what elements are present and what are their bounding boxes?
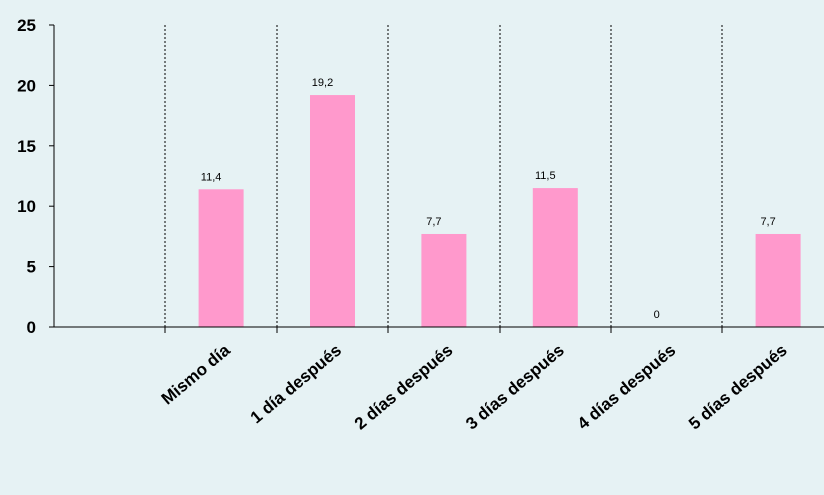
data-label: 11,4 bbox=[201, 171, 222, 183]
bar bbox=[532, 188, 578, 327]
x-tick-label: 4 días después bbox=[574, 341, 680, 434]
x-tick-label: Mismo día bbox=[158, 340, 234, 408]
bar bbox=[421, 233, 467, 327]
x-tick-label: 5 días después bbox=[685, 341, 791, 434]
x-tick-label: 3 días después bbox=[462, 341, 568, 434]
y-tick-label: 10 bbox=[17, 197, 36, 216]
bar bbox=[755, 233, 801, 327]
x-tick-label: 1 día después bbox=[247, 341, 345, 428]
bar bbox=[198, 189, 244, 327]
y-tick-label: 20 bbox=[17, 76, 36, 95]
y-tick-label: 5 bbox=[27, 258, 36, 277]
y-tick-labels: 0 5 10 15 20 25 bbox=[17, 16, 36, 337]
data-label: 7,7 bbox=[760, 216, 775, 228]
y-tick-label: 15 bbox=[17, 137, 36, 156]
data-label: 19,2 bbox=[312, 77, 333, 89]
data-labels: 11,4 19,2 7,7 11,5 0 7,7 bbox=[201, 77, 776, 321]
y-tick-label: 25 bbox=[17, 16, 36, 35]
data-label: 11,5 bbox=[535, 170, 556, 182]
y-tick-label: 0 bbox=[27, 318, 36, 337]
x-tick-labels: Mismo día 1 día después 2 días después 3 dí… bbox=[158, 340, 791, 433]
bar bbox=[310, 95, 355, 328]
x-tick-label: 2 días después bbox=[351, 341, 457, 434]
bars-group bbox=[198, 95, 801, 328]
data-label: 0 bbox=[654, 309, 660, 321]
axes bbox=[49, 24, 824, 333]
data-label: 7,7 bbox=[426, 216, 441, 228]
